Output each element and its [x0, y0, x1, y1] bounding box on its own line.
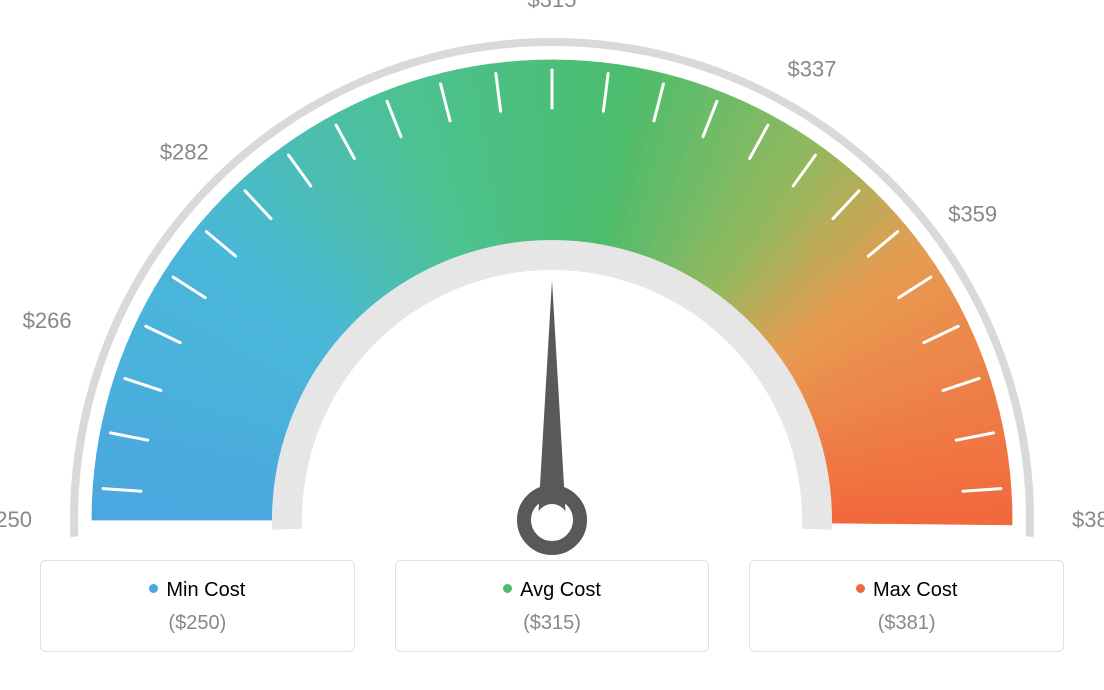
- gauge-svg: $250 $266 $282 $315 $337 $359 $381: [0, 0, 1104, 560]
- legend-title-max: Max Cost: [760, 579, 1053, 602]
- legend-row: Min Cost ($250) Avg Cost ($315) Max Cost…: [0, 560, 1104, 652]
- gauge-chart: $250 $266 $282 $315 $337 $359 $381: [0, 0, 1104, 560]
- dot-icon: [149, 584, 158, 593]
- legend-card-max: Max Cost ($381): [749, 560, 1064, 652]
- tick-label: $266: [23, 308, 72, 333]
- tick-label: $337: [788, 57, 837, 82]
- legend-title-avg: Avg Cost: [406, 579, 699, 602]
- legend-card-avg: Avg Cost ($315): [395, 560, 710, 652]
- legend-value-max: ($381): [760, 612, 1053, 635]
- dot-icon: [503, 584, 512, 593]
- tick-label: $315: [528, 0, 577, 12]
- legend-title-min: Min Cost: [51, 579, 344, 602]
- legend-title-text: Min Cost: [166, 579, 245, 601]
- dot-icon: [856, 584, 865, 593]
- tick-label: $282: [160, 139, 209, 164]
- tick-label: $250: [0, 507, 32, 532]
- legend-card-min: Min Cost ($250): [40, 560, 355, 652]
- tick-label: $381: [1072, 507, 1104, 532]
- tick-label: $359: [948, 201, 997, 226]
- gauge-needle: [538, 280, 566, 520]
- legend-value-avg: ($315): [406, 612, 699, 635]
- legend-title-text: Avg Cost: [520, 579, 601, 601]
- legend-title-text: Max Cost: [873, 579, 957, 601]
- legend-value-min: ($250): [51, 612, 344, 635]
